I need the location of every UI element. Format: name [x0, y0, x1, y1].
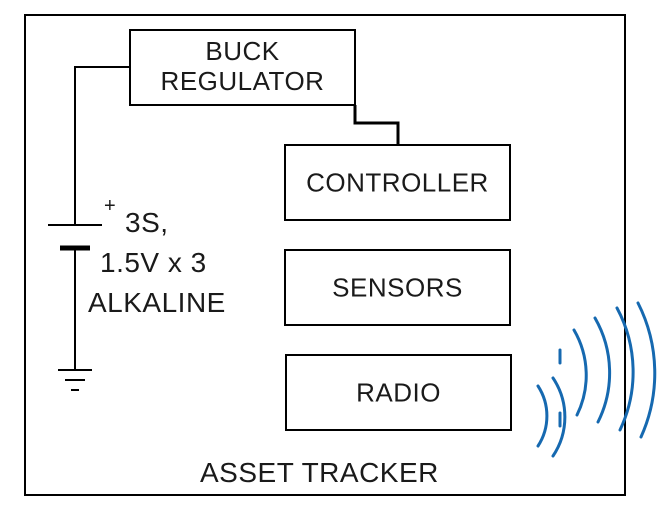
battery-plus: +	[104, 195, 116, 217]
sensors-box-label: SENSORS	[332, 273, 463, 303]
buck-label-2: REGULATOR	[161, 66, 325, 96]
radio-wave-arc-6	[638, 303, 655, 437]
controller-box-label: CONTROLLER	[306, 168, 489, 198]
battery-label-3: ALKALINE	[88, 287, 226, 318]
outer-box-label: ASSET TRACKER	[200, 457, 439, 488]
battery-label-1: 3S,	[125, 207, 169, 238]
battery-label-2: 1.5V x 3	[100, 247, 207, 278]
radio-box-label: RADIO	[356, 378, 441, 408]
buck-label-1: BUCK	[205, 36, 279, 66]
